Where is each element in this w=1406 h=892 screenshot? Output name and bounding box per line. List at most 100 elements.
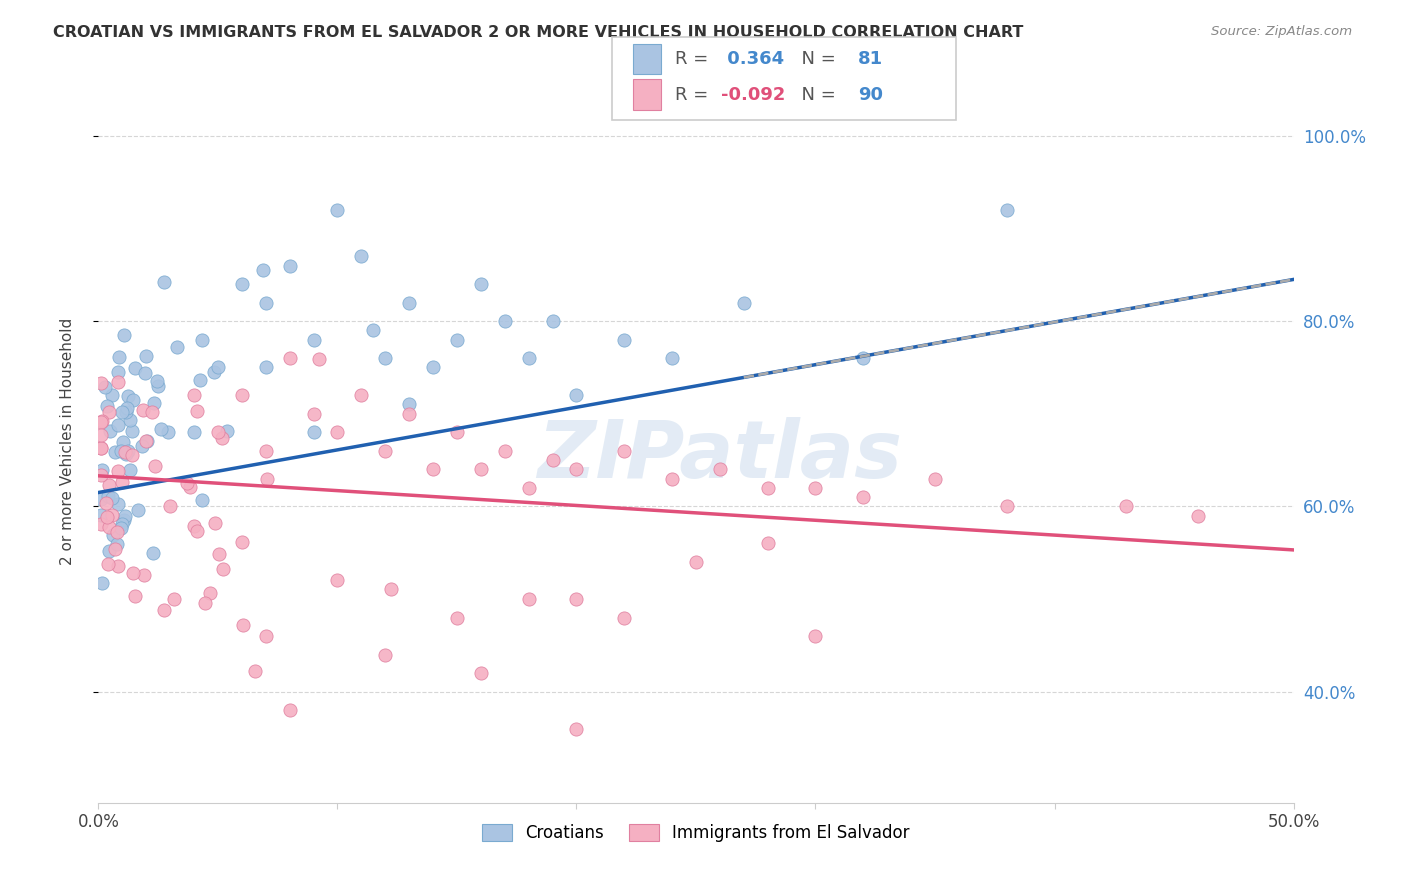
Point [91,414,114,428]
Point [124,360,146,375]
Point [613,443,636,458]
Point [374,351,396,366]
Point [756,481,779,495]
Point [202,365,225,379]
Point [398,397,420,411]
Point [117,443,139,458]
Point [804,481,827,495]
Point [852,351,875,366]
Point [380,582,402,597]
Point [122,566,145,581]
Point [97,544,120,558]
Point [374,648,396,662]
Point [107,375,129,389]
Point [517,481,540,495]
Point [96,510,118,524]
Point [107,365,129,379]
Point [111,517,134,532]
Point [302,425,325,440]
Point [183,388,205,402]
Text: ZIPatlas: ZIPatlas [537,417,903,495]
Point [446,610,468,624]
Text: N =: N = [790,50,842,68]
Point [256,472,278,486]
Point [350,388,373,402]
Text: Source: ZipAtlas.com: Source: ZipAtlas.com [1212,25,1353,38]
Text: N =: N = [790,86,842,103]
Point [132,568,155,582]
Point [302,333,325,347]
Text: 90: 90 [858,86,883,103]
Point [90,508,112,523]
Point [363,323,385,337]
Point [565,592,588,607]
Point [191,333,214,347]
Point [100,508,122,522]
Point [494,314,516,328]
Text: R =: R = [675,86,714,103]
Point [231,388,253,402]
Point [470,666,492,681]
Point [145,374,167,388]
Point [470,277,492,291]
Point [207,548,229,562]
Point [661,351,683,366]
Point [374,443,396,458]
Point [446,425,468,440]
Point [231,277,253,291]
Point [193,596,215,610]
Point [254,443,277,458]
Point [1115,500,1137,514]
Point [114,405,136,419]
Point [278,259,301,273]
Point [107,464,129,478]
Point [143,459,166,474]
Point [107,559,129,574]
Point [188,373,211,387]
Point [101,387,124,401]
Point [613,610,636,624]
Point [422,360,444,375]
Point [117,389,139,403]
Point [204,516,226,530]
Point [124,589,146,603]
Point [142,545,165,559]
Point [565,722,588,736]
Text: R =: R = [675,50,714,68]
Point [326,574,349,588]
Point [852,490,875,504]
Point [613,333,636,347]
Point [135,434,157,449]
Point [117,401,139,415]
Point [104,445,127,459]
Point [398,295,420,310]
Point [114,509,136,524]
Point [90,376,112,391]
Point [756,536,779,550]
Point [804,629,827,643]
Point [254,629,277,643]
Point [709,462,731,476]
Point [494,443,516,458]
Text: 0.364: 0.364 [721,50,785,68]
Point [398,407,420,421]
Point [98,405,121,419]
Point [136,434,159,448]
Point [198,586,221,600]
Point [114,445,136,459]
Point [183,519,205,533]
Text: 81: 81 [858,50,883,68]
Point [107,497,129,511]
Point [90,427,112,442]
Point [110,520,132,534]
Point [98,424,121,438]
Point [231,535,253,549]
Text: CROATIAN VS IMMIGRANTS FROM EL SALVADOR 2 OR MORE VEHICLES IN HOUSEHOLD CORRELAT: CROATIAN VS IMMIGRANTS FROM EL SALVADOR … [53,25,1024,40]
Text: -0.092: -0.092 [721,86,786,103]
Point [254,360,277,375]
Point [111,475,134,490]
Point [97,557,120,571]
Point [98,478,121,492]
Point [105,537,128,551]
Point [163,591,186,606]
